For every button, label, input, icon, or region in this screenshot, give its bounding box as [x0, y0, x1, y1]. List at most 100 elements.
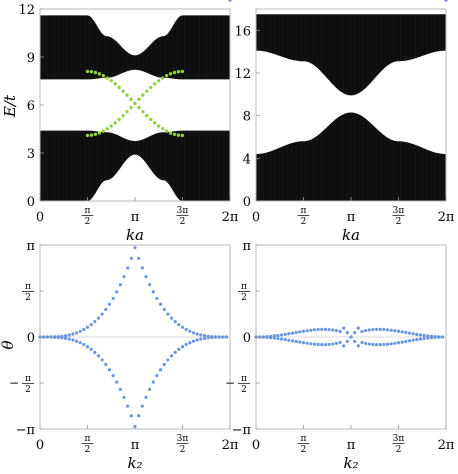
phase-point	[188, 341, 192, 345]
phase-point	[334, 328, 338, 333]
phase-point	[316, 342, 320, 347]
tick-label-numerator: π	[85, 434, 91, 444]
edge-state-point	[121, 89, 125, 93]
edge-state-point	[168, 131, 173, 135]
tick-label: 0	[252, 210, 260, 225]
tick-label: 16	[234, 24, 251, 39]
phase-point	[115, 290, 119, 294]
tick-label-numerator: 3π	[177, 434, 189, 444]
phase-point	[144, 395, 148, 399]
phase-point	[129, 256, 133, 260]
phase-point	[71, 338, 75, 342]
x-axis-label: ka	[126, 226, 144, 244]
phase-point	[195, 332, 199, 336]
phase-point	[320, 327, 324, 331]
tick-label: 8	[243, 110, 251, 125]
phase-point	[276, 333, 280, 338]
phase-point	[396, 341, 401, 345]
phase-point	[67, 337, 71, 341]
phase-point	[155, 296, 159, 301]
phase-point	[100, 358, 104, 362]
phase-point	[126, 404, 130, 408]
phase-point	[82, 342, 86, 347]
phase-point	[407, 331, 412, 335]
edge-state-point	[117, 117, 121, 122]
phase-point	[301, 341, 306, 345]
y-axis-label: E/t	[1, 94, 19, 118]
tick-label: 6	[27, 99, 35, 114]
phase-point	[411, 332, 415, 336]
edge-state-point	[145, 113, 149, 118]
phase-point	[199, 337, 203, 341]
tick-label: π	[26, 239, 35, 254]
tick-label: π	[347, 438, 356, 453]
phase-point	[158, 302, 163, 306]
phase-point	[122, 275, 126, 279]
tick-label-numerator: π	[25, 282, 31, 292]
phase-point	[177, 323, 181, 327]
phase-point	[162, 307, 166, 312]
phase-point	[305, 341, 309, 345]
y-axis-label: θ	[0, 340, 17, 349]
edge-state-point	[97, 72, 102, 76]
edge-state-point	[137, 97, 141, 101]
phase-point	[191, 339, 196, 343]
phase-point	[433, 335, 437, 340]
edge-state-point	[160, 76, 165, 80]
phase-point	[111, 296, 115, 301]
phase-point	[202, 334, 207, 338]
edge-state-point	[89, 69, 94, 74]
phase-point	[396, 329, 401, 333]
edge-state-point	[129, 97, 133, 101]
phase-point	[166, 358, 170, 362]
phase-point	[360, 340, 364, 345]
edge-state-point	[105, 76, 109, 80]
phase-point	[415, 332, 419, 336]
phase-point	[93, 320, 97, 324]
phase-point	[422, 333, 426, 338]
phase-point	[400, 340, 404, 344]
tick-label: 0	[27, 331, 35, 346]
tick-label-denominator: 2	[180, 217, 186, 227]
phase-point	[272, 336, 276, 340]
phase-point	[338, 329, 342, 334]
phase-point	[122, 395, 126, 399]
band-area	[40, 130, 230, 201]
edge-state-point	[141, 109, 145, 114]
tick-label: 2π	[438, 210, 455, 225]
phase-point	[74, 339, 79, 343]
phase-point	[323, 327, 328, 331]
phase-point	[356, 344, 360, 348]
edge-state-point	[121, 113, 125, 118]
phase-point	[374, 327, 379, 331]
phase-point	[287, 332, 291, 336]
edge-state-point	[93, 132, 98, 137]
phase-point	[283, 332, 287, 336]
tick-label: π	[131, 438, 140, 453]
phase-point	[173, 350, 177, 354]
phase-point	[389, 342, 393, 346]
phase-point	[371, 327, 375, 332]
edge-state-point	[109, 79, 113, 83]
phase-point	[89, 347, 93, 351]
phase-point	[353, 330, 357, 335]
edge-state-point	[97, 131, 102, 135]
tick-label: 0	[252, 438, 260, 453]
tick-label-numerator: π	[241, 282, 247, 292]
phase-point	[331, 328, 335, 332]
edge-state-point	[113, 82, 117, 86]
tick-label: 2π	[438, 438, 455, 453]
edge-state-point	[129, 105, 133, 110]
band-area	[256, 14, 446, 96]
phase-point	[269, 336, 273, 340]
phase-point	[440, 335, 444, 339]
edge-state-point	[89, 133, 94, 137]
tick-label-numerator: 3π	[177, 206, 189, 216]
edge-state-point	[137, 105, 141, 110]
phase-point	[118, 387, 122, 391]
tick-label-denominator: 2	[396, 217, 402, 227]
edge-state-point	[85, 133, 90, 138]
edge-state-point	[85, 69, 90, 74]
